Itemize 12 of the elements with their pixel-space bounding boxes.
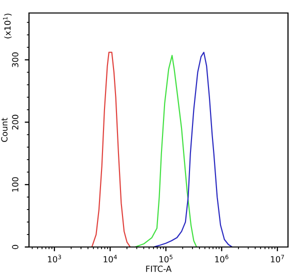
- y-tick-label: 100: [12, 177, 18, 192]
- y-axis-title: Count: [1, 118, 8, 142]
- y-tick-label: 0: [12, 244, 18, 250]
- y-tick-label: 200: [12, 114, 18, 130]
- x-tick-label: 10$^{6}$: [215, 254, 228, 262]
- y-tick-label: 300: [12, 52, 18, 68]
- x-tick-label: 10$^{7}$: [270, 254, 284, 262]
- x-tick-label: 10$^{5}$: [159, 254, 172, 262]
- x-axis-title: FITC-A: [146, 266, 172, 272]
- x-tick-label: 10$^{4}$: [104, 254, 117, 262]
- x-tick-label: 10$^{3}$: [48, 254, 62, 262]
- text: (x10$^{1}$): [3, 14, 12, 38]
